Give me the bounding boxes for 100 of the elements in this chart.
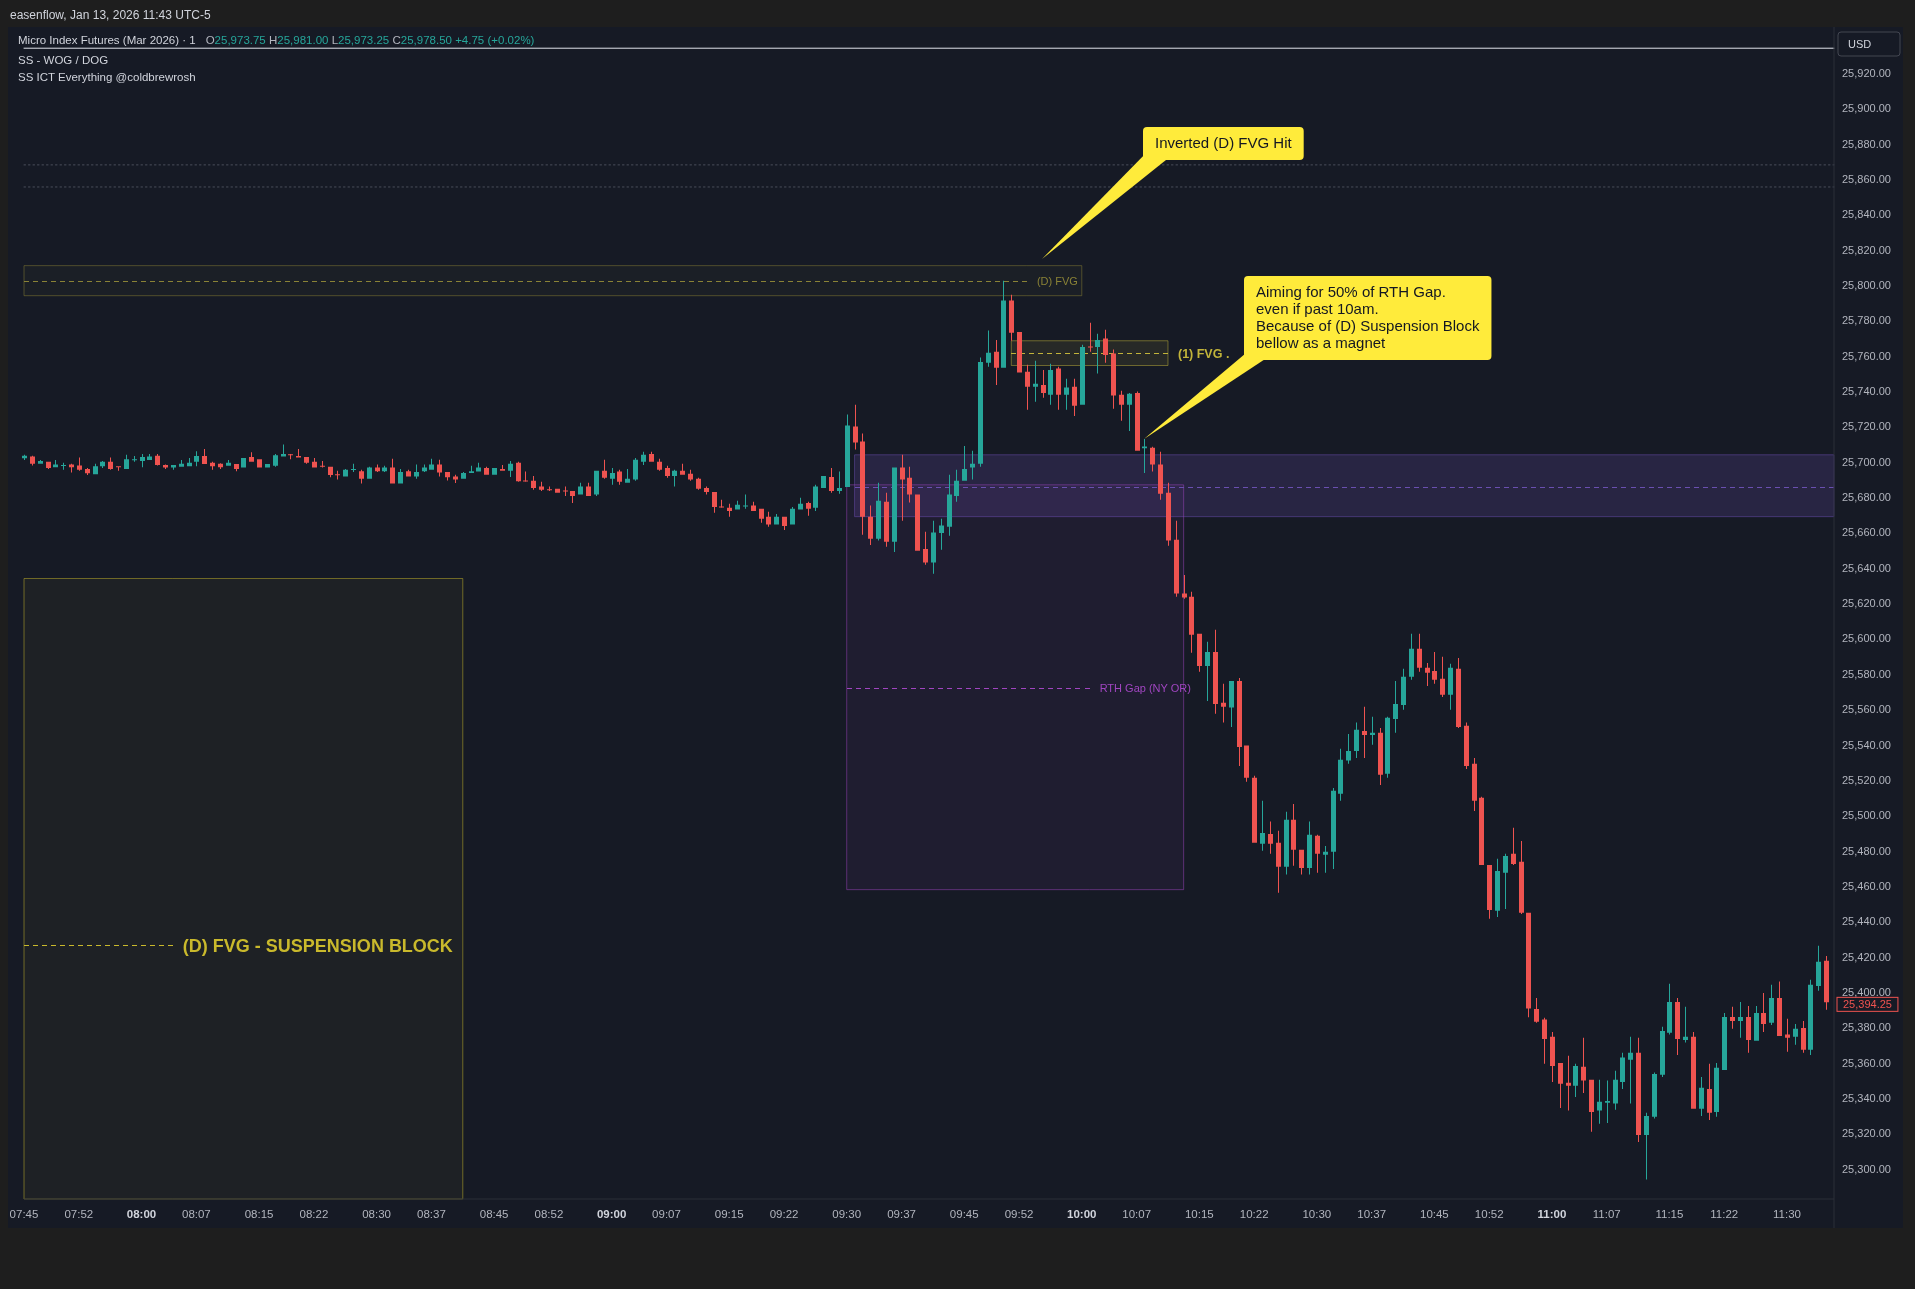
candlestick (1346, 734, 1351, 764)
candlestick (939, 518, 944, 550)
y-tick-label: 25,760.00 (1842, 349, 1891, 362)
x-tick-label: 10:07 (1122, 1208, 1152, 1220)
y-tick-label: 25,360.00 (1842, 1056, 1891, 1069)
candlestick (500, 464, 505, 471)
candlestick (38, 460, 43, 464)
y-tick-label: 25,460.00 (1842, 879, 1891, 892)
series-label: RTH Gap (NY OR) (1099, 681, 1191, 694)
annotation: Aiming for 50% of RTH Gap. even if past 10am. Because of (D) Suspension Block bellow as a magnet (1256, 283, 1480, 351)
y-tick-label: 25,600.00 (1842, 632, 1891, 645)
y-tick-label: 25,420.00 (1842, 950, 1891, 963)
y-tick-label: 25,920.00 (1842, 66, 1891, 79)
x-tick-label: 09:52 (1004, 1208, 1034, 1220)
series-label: (D) FVG (1036, 274, 1078, 287)
x-tick-label: 08:52 (534, 1208, 564, 1220)
y-tick-label: 25,560.00 (1842, 703, 1891, 716)
x-tick-label: 09:45 (949, 1208, 979, 1220)
candlestick (1088, 322, 1093, 352)
x-tick-label: 07:52 (64, 1208, 94, 1220)
x-tick-label: 09:07 (652, 1208, 681, 1220)
x-tick-label: 08:37 (417, 1208, 446, 1220)
candlestick (171, 464, 176, 470)
y-tick-label: 25,480.00 (1842, 844, 1891, 857)
candlestick (743, 494, 748, 509)
x-tick-label: 10:00 (1067, 1208, 1097, 1220)
x-tick-label: 08:15 (244, 1208, 274, 1220)
candlestick (1581, 1037, 1586, 1093)
y-tick-label: 25,660.00 (1842, 526, 1891, 539)
y-tick-label: 25,320.00 (1842, 1127, 1891, 1140)
text: Micro Index Futures (Mar 2026) · 1 (18, 34, 196, 46)
y-tick-label: 25,820.00 (1842, 243, 1891, 256)
y-tick-label: 25,400.00 (1842, 986, 1891, 999)
x-tick-label: 09:00 (596, 1208, 627, 1220)
candlestick (288, 453, 293, 460)
candlestick (320, 460, 325, 468)
candlestick (900, 454, 905, 521)
candlestick (1597, 1079, 1602, 1124)
candlestick (719, 499, 724, 508)
candlestick (1683, 1006, 1688, 1043)
y-tick-label: 25,740.00 (1842, 385, 1891, 397)
candlestick (335, 470, 340, 480)
candlestick (1323, 845, 1328, 873)
candlestick (1182, 574, 1187, 599)
x-tick-label: 09:37 (887, 1208, 916, 1220)
candlestick (257, 459, 262, 468)
x-tick-label: 08:22 (299, 1208, 329, 1220)
y-tick-label: 25,340.00 (1842, 1092, 1891, 1105)
x-tick-label: 10:15 (1184, 1208, 1214, 1220)
x-tick-label: 08:30 (362, 1208, 391, 1220)
y-tick-label: 25,680.00 (1842, 491, 1891, 504)
x-tick-label: 09:15 (714, 1208, 744, 1220)
candlestick (523, 471, 528, 482)
y-tick-label: 25,780.00 (1842, 314, 1891, 327)
x-tick-label: 08:00 (126, 1208, 157, 1220)
text: easenflow, Jan 13, 2026 11:43 UTC-5 (10, 8, 211, 22)
y-tick-label: 25,620.00 (1842, 597, 1891, 610)
candlestick (1362, 706, 1367, 758)
x-tick-label: 11:07 (1592, 1208, 1621, 1220)
series-label: (D) FVG - SUSPENSION BLOCK (182, 935, 453, 956)
y-tick-label: 25,840.00 (1842, 208, 1891, 221)
text: O25,973.75 H25,981.00 L25,973.25 C25,978.50 +4.75 (+0.02%) (205, 34, 535, 46)
candlestick (1605, 1080, 1610, 1123)
candlestick (1566, 1055, 1571, 1111)
x-tick-label: 09:22 (769, 1208, 799, 1220)
candlestick (1730, 1006, 1735, 1029)
y-tick-label: 25,500.00 (1842, 809, 1891, 822)
annotation: SS - WOG / DOG (18, 54, 109, 66)
candlestick (281, 444, 286, 457)
x-tick-label: 10:45 (1420, 1208, 1449, 1220)
y-tick-label: 25,720.00 (1842, 420, 1891, 433)
annotation: SS ICT Everything @coldbrewrosh (18, 71, 196, 83)
candlestick (563, 486, 568, 496)
candlestick (77, 457, 82, 471)
x-tick-label: 08:45 (479, 1208, 509, 1220)
candlestick (469, 465, 474, 473)
candlestick (970, 450, 975, 480)
candlestick (61, 462, 66, 470)
y-tick-label: 25,900.00 (1842, 102, 1891, 115)
candlestick (1142, 438, 1147, 473)
y-tick-label: 25,540.00 (1842, 738, 1891, 751)
x-tick-label: 11:30 (1773, 1208, 1801, 1220)
x-tick-label: 10:22 (1239, 1208, 1269, 1220)
candlestick (1221, 683, 1226, 723)
x-tick-label: 11:22 (1710, 1208, 1739, 1220)
x-tick-label: 07:45 (9, 1208, 39, 1220)
candlestick (1370, 716, 1375, 745)
y-tick-label: 25,880.00 (1842, 137, 1891, 150)
candlestick (453, 474, 458, 484)
x-tick-label: 08:07 (181, 1208, 211, 1220)
candlestick (359, 469, 364, 484)
y-axis-title: USD (1848, 37, 1872, 50)
y-tick-label: 25,640.00 (1842, 561, 1891, 574)
candlestick (1738, 1001, 1743, 1038)
candlestick (116, 466, 121, 471)
y-tick-label: 25,440.00 (1842, 915, 1891, 928)
x-tick-label: 09:30 (832, 1208, 862, 1220)
annotation: 25,394.25 (1843, 998, 1892, 1011)
candlestick (265, 464, 270, 468)
series-label: (1) FVG . (1177, 346, 1230, 361)
